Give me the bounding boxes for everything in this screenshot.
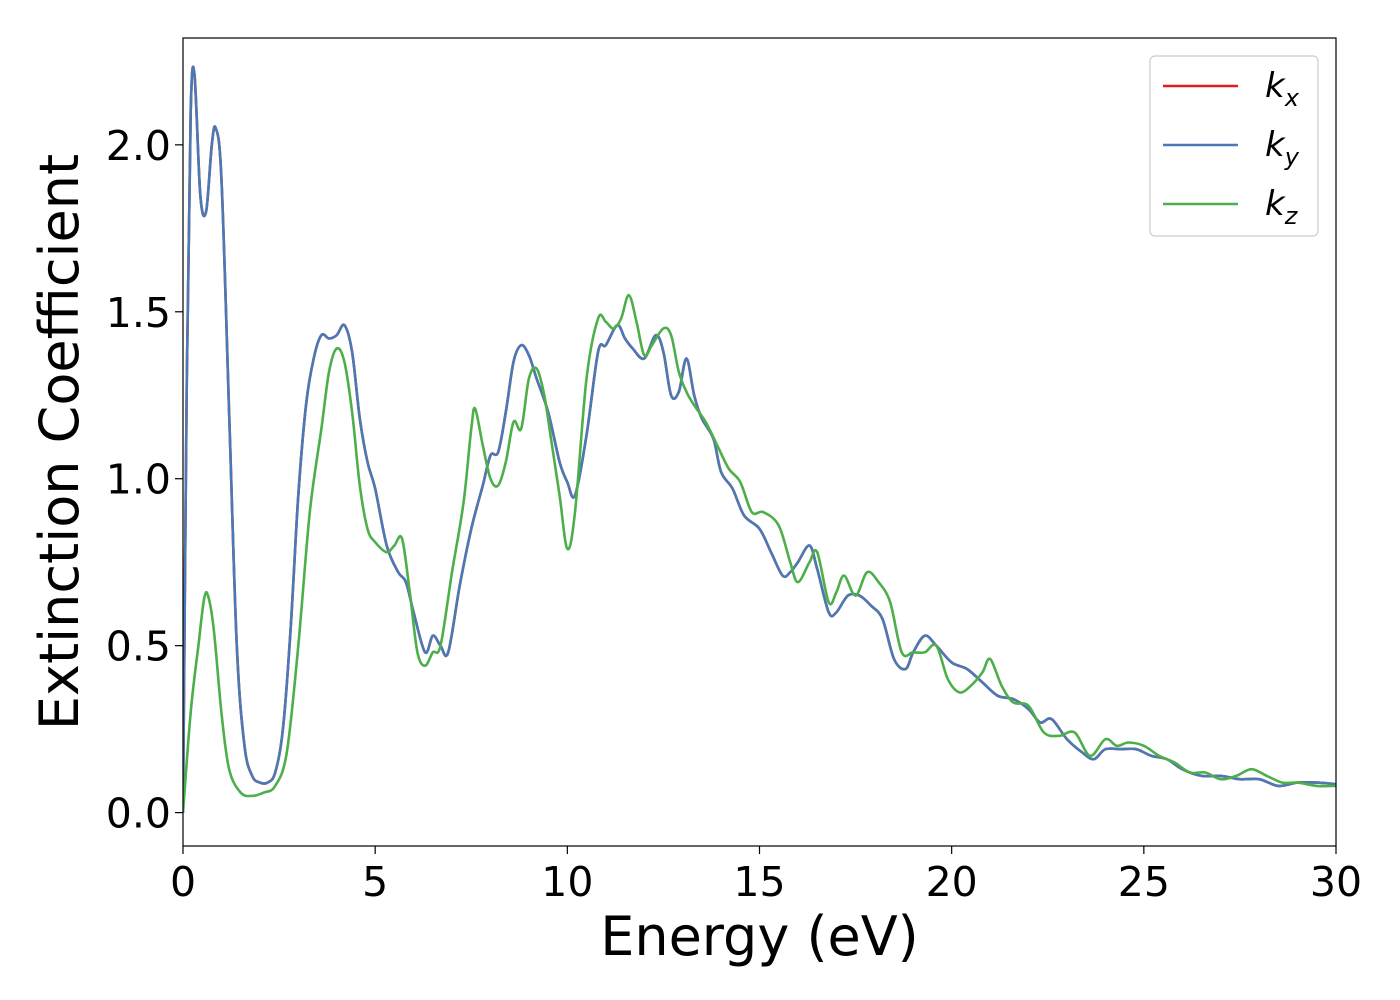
- x-tick-label: 15: [733, 858, 785, 906]
- y-tick-label: 2.0: [106, 122, 171, 170]
- x-tick-label: 5: [362, 858, 388, 906]
- x-tick-label: 0: [170, 858, 196, 906]
- x-axis-label: Energy (eV): [600, 905, 919, 968]
- y-tick-label: 0.0: [106, 790, 171, 838]
- x-tick-label: 10: [541, 858, 593, 906]
- x-tick-label: 20: [926, 858, 978, 906]
- y-tick-label: 0.5: [106, 623, 171, 671]
- x-tick-label: 25: [1118, 858, 1170, 906]
- series-lines: [183, 65, 1336, 813]
- y-tick-label: 1.0: [106, 456, 171, 504]
- series-line-z: [183, 293, 1336, 813]
- legend-label-y: ky: [1265, 125, 1300, 171]
- legend-label-x: kx: [1265, 66, 1300, 112]
- legend-label-z: kz: [1265, 184, 1299, 230]
- y-axis-label: Extinction Coefficient: [28, 154, 91, 730]
- axis-ticks: 0 5 10 15 20 25 30 0.0 0.5 1.0 1.5 2.0: [106, 122, 1362, 906]
- x-tick-label: 30: [1310, 858, 1362, 906]
- legend: kx ky kz: [1149, 55, 1319, 237]
- y-tick-label: 1.5: [106, 289, 171, 337]
